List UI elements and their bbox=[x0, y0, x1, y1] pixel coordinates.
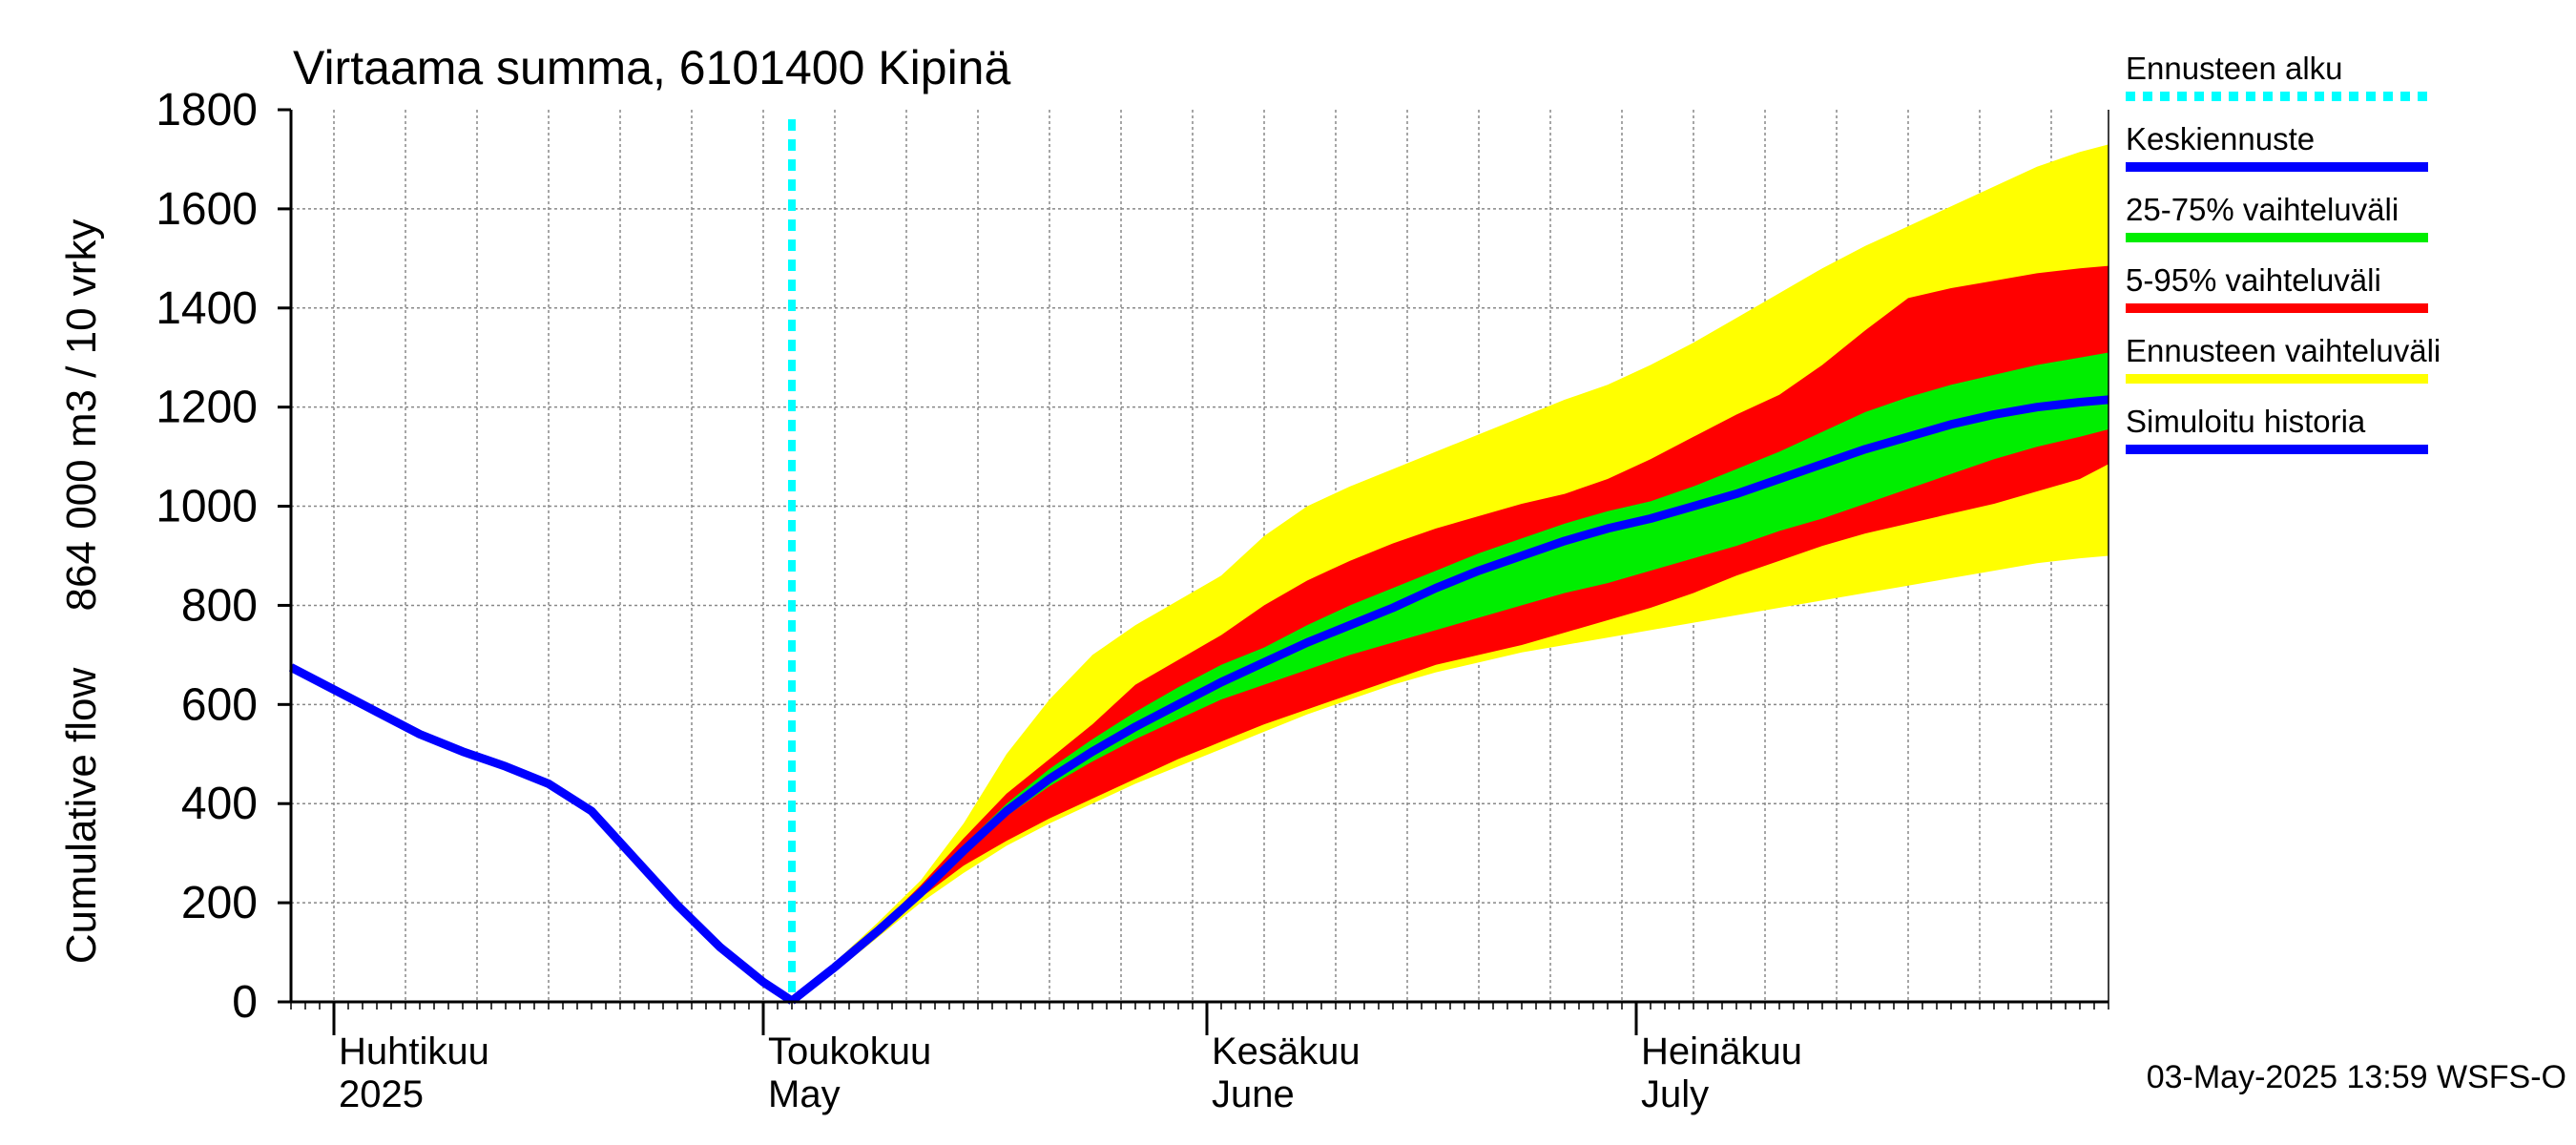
plot-area: 0 200 400 600 800 1000 1200 1400 1600 1800 Huhtiku… bbox=[156, 85, 2109, 1115]
y-tick-label: 200 bbox=[181, 878, 258, 928]
y-tick-label: 1200 bbox=[156, 383, 258, 433]
x-month-label-en: June bbox=[1212, 1073, 1295, 1115]
y-tick-label: 1600 bbox=[156, 184, 258, 235]
y-tick-label: 400 bbox=[181, 779, 258, 829]
x-month-label-fi: Huhtikuu bbox=[339, 1030, 489, 1072]
series-line-keskiennuste bbox=[789, 395, 2109, 1005]
legend-label: Ennusteen vaihteluväli bbox=[2126, 333, 2441, 368]
x-month-label-fi: Heinäkuu bbox=[1641, 1030, 1802, 1072]
x-month-label-fi: Kesäkuu bbox=[1212, 1030, 1361, 1072]
series-line-simuloitu-historia bbox=[288, 663, 795, 1005]
x-month-label-en: July bbox=[1641, 1073, 1709, 1115]
legend-label: 5-95% vaihteluväli bbox=[2126, 262, 2381, 298]
x-month-label-en: May bbox=[768, 1073, 841, 1115]
y-tick-label: 1000 bbox=[156, 482, 258, 532]
band-5-95-vaihteluv-li bbox=[792, 265, 2109, 1002]
legend-label: 25-75% vaihteluväli bbox=[2126, 192, 2399, 227]
band-25-75-vaihteluv-li bbox=[792, 352, 2109, 1001]
legend-label: Keskiennuste bbox=[2126, 121, 2315, 156]
legend-label: Ennusteen alku bbox=[2126, 51, 2343, 86]
footer-timestamp: 03-May-2025 13:59 WSFS-O bbox=[2147, 1059, 2566, 1095]
x-month-label-fi: Toukokuu bbox=[768, 1030, 931, 1072]
y-tick-label: 1800 bbox=[156, 85, 258, 135]
y-axis-label-title: Cumulative flow bbox=[58, 668, 105, 965]
y-tick-label: 800 bbox=[181, 580, 258, 631]
y-tick-label: 600 bbox=[181, 679, 258, 730]
y-tick-label: 0 bbox=[232, 977, 258, 1028]
chart-title: Virtaama summa, 6101400 Kipinä bbox=[293, 41, 1010, 94]
legend-label: Simuloitu historia bbox=[2126, 404, 2366, 439]
y-tick-label: 1400 bbox=[156, 283, 258, 334]
y-axis-label-units: 864 000 m3 / 10 vrky bbox=[58, 219, 105, 612]
legend: Ennusteen alku Keskiennuste 25-75% vaihtel… bbox=[2126, 51, 2441, 454]
x-month-label-en: 2025 bbox=[339, 1073, 424, 1115]
